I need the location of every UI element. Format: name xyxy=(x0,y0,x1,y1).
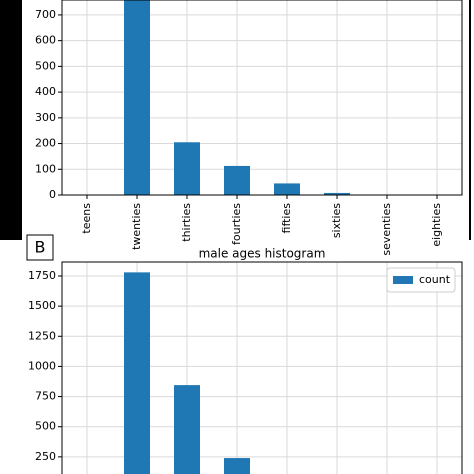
y-tick-label: 200 xyxy=(35,137,56,150)
y-tick-label: 250 xyxy=(35,450,56,463)
bar xyxy=(174,142,200,195)
crop-edge xyxy=(469,0,471,240)
legend-label: count xyxy=(419,273,451,286)
bar xyxy=(224,458,250,474)
panel-label: B xyxy=(35,238,46,257)
x-tick-label: teens xyxy=(80,203,93,234)
y-tick-label: 0 xyxy=(49,188,56,201)
y-tick-label: 300 xyxy=(35,111,56,124)
bar xyxy=(274,183,300,195)
y-tick-label: 1000 xyxy=(28,359,56,372)
x-tick-label: fourties xyxy=(230,203,243,245)
y-tick-label: 1250 xyxy=(28,329,56,342)
plot-frame xyxy=(61,261,463,474)
y-tick-label: 600 xyxy=(35,34,56,47)
y-tick-label: 700 xyxy=(35,8,56,21)
legend-swatch xyxy=(393,276,413,284)
x-tick-label: sixties xyxy=(330,203,343,238)
y-tick-label: 1750 xyxy=(28,269,56,282)
chart-title: male ages histogram xyxy=(199,247,326,261)
bar xyxy=(124,272,150,474)
bar xyxy=(174,385,200,474)
y-tick-label: 1500 xyxy=(28,299,56,312)
bar xyxy=(224,165,250,195)
bar xyxy=(324,192,350,195)
x-tick-label: twenties xyxy=(130,203,143,250)
y-tick-label: 750 xyxy=(35,390,56,403)
x-tick-label: seventies xyxy=(380,203,393,256)
x-tick-label: fifties xyxy=(280,203,293,234)
legend-box xyxy=(386,267,456,293)
y-tick-label: 500 xyxy=(35,420,56,433)
crop-edge xyxy=(0,0,22,240)
bar xyxy=(124,0,150,196)
y-tick-label: 500 xyxy=(35,59,56,72)
y-tick-label: 400 xyxy=(35,85,56,98)
panel-box xyxy=(26,234,54,261)
x-tick-label: eighties xyxy=(430,203,443,247)
plot-frame xyxy=(61,0,463,196)
y-tick-label: 100 xyxy=(35,162,56,175)
x-tick-label: thirties xyxy=(180,203,193,242)
